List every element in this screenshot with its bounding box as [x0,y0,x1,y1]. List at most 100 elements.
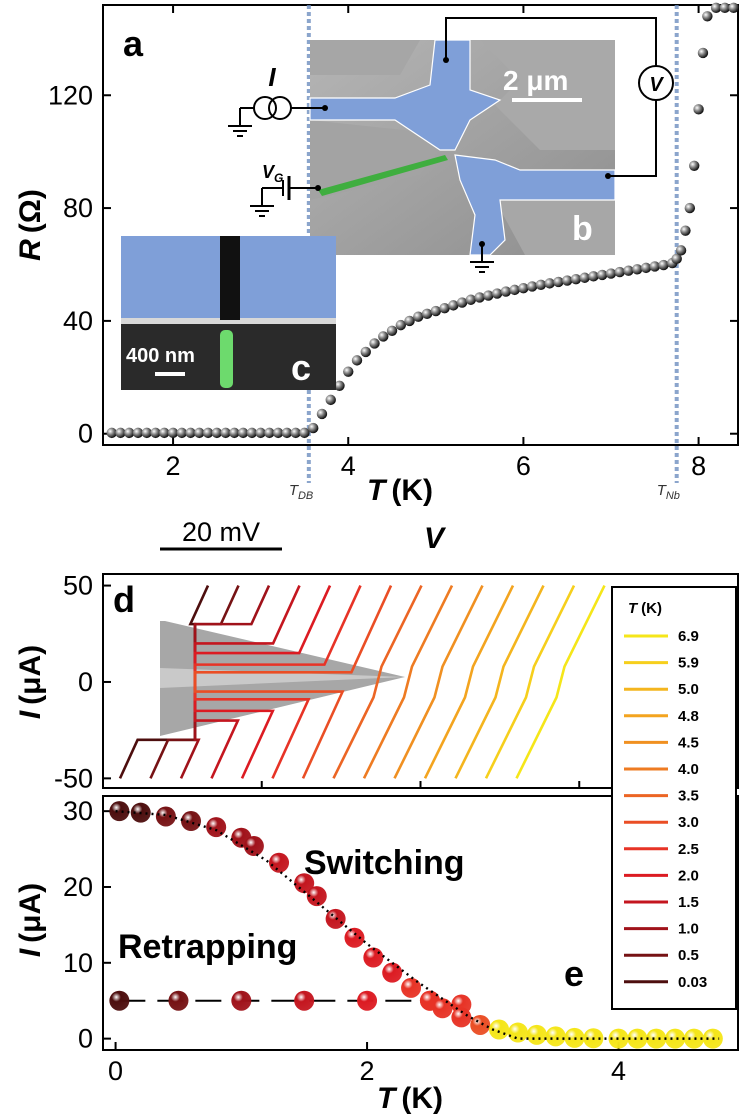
legend-items: 6.9 5.9 5.0 4.8 4.5 4.0 3.5 3.0 2.5 2.0 1.5 1.0 0.5 0… [624,628,707,991]
voltmeter-icon [638,65,674,101]
resistance-data-point [518,282,529,294]
switching-data-point [181,811,202,832]
resistance-data-point [439,303,450,314]
resistance-data-point [562,275,573,286]
resistance-data-point [658,259,669,271]
legend-entry-label: 3.0 [678,814,699,831]
panel-a-x-tick-label: 8 [691,451,706,481]
resistance-data-point [325,394,336,406]
switching-data-point [526,1024,547,1045]
panel-e-ticks: 0 2 4 0 10 20 30 [63,796,626,1086]
resistance-data-point [421,308,433,320]
resistance-data-point [386,325,398,336]
inset-b-label: b [572,210,593,248]
resistance-data-point [343,366,354,377]
inset-c-label: c [291,347,311,388]
panel-e-y-tick-label: 0 [78,1024,93,1054]
resistance-data-point [588,271,599,282]
panel-d-y-tick-label: 0 [78,667,93,697]
resistance-data-point [255,427,266,439]
resistance-data-point [500,286,512,297]
resistance-data-point [281,427,293,439]
resistance-data-point [689,160,700,171]
switching-data-point [470,1014,491,1035]
iv-curve [423,584,515,779]
resistance-data-point [404,315,415,327]
switching-data-point [665,1028,686,1049]
panel-a-y-tick-label: 0 [78,419,93,449]
legend-entry-label: 0.03 [678,974,707,991]
resistance-data-point [544,278,555,289]
panel-d-y-axis-label: I(μA) [14,645,47,719]
legend-box [611,586,737,1010]
legend-entry-label: 1.5 [678,894,699,911]
switching-data-point [363,947,384,968]
resistance-data-point [474,292,485,303]
panel-d-x-axis-label: V [424,522,447,555]
retrapping-data-point [357,990,378,1011]
resistance-data-point [632,264,643,275]
retrapping-annotation: Retrapping [118,928,297,966]
resistance-data-point [553,276,564,288]
legend-entry-label: 6.9 [678,628,699,645]
legend-title: T (K) [628,600,662,617]
switching-data-point [109,801,130,822]
sem-gap [220,236,240,320]
sem-pad [480,40,615,150]
switching-fit-line [115,809,720,1040]
switching-data-point [683,1028,704,1049]
resistance-data-point [351,355,363,366]
legend-entry-label: 5.9 [678,655,699,672]
resistance-data-point [684,202,696,214]
panel-d-ticks: -50 0 50 [54,571,581,793]
inset-b-scalebar-label: 2 μm [503,65,568,96]
current-source-label: I [268,62,276,92]
switching-data-point [608,1028,629,1049]
resistance-data-point [719,2,731,14]
resistance-data-point [360,346,371,358]
panel-e-y-axis-label: I(μA) [14,883,47,957]
resistance-data-point [395,319,406,331]
panel-e-x-tick-label: 4 [611,1056,626,1086]
panel-e-x-tick-label: 0 [108,1056,123,1086]
panel-a-y-tick-label: 120 [48,80,93,110]
legend-entry-label: 4.8 [678,708,699,725]
resistance-data-point [246,427,258,439]
resistance-data-point [202,427,214,439]
legend-entry-label: 0.5 [678,947,699,964]
legend-entry-label: 1.0 [678,921,699,938]
resistance-data-point [671,253,682,265]
panel-e-label: e [564,953,584,994]
circuit-node [315,185,321,191]
resistance-data-point [124,427,135,439]
legend-entry-label: 3.5 [678,788,699,805]
inset-b-sem-device: 2 μm b V I [228,17,674,273]
resistance-data-point [456,297,468,308]
resistance-data-point [526,281,538,292]
resistance-data-point [702,11,713,22]
resistance-data-point [220,427,231,439]
circuit-wire [445,17,657,66]
iv-curve [454,584,545,779]
legend-entry-label: 4.0 [678,761,699,778]
inset-c-scalebar-label: 400 nm [126,345,195,367]
legend-entry-label: 2.5 [678,841,699,858]
sem-pad [495,200,615,255]
switching-data-point [344,927,365,948]
resistance-data-point [334,380,345,391]
retrapping-data-point [294,990,315,1011]
panel-a-x-tick-label: 2 [166,451,181,481]
switching-data-point [206,817,227,838]
resistance-data-point [509,284,520,296]
panel-d-y-tick-label: 50 [63,571,93,601]
resistance-data-point [141,427,152,439]
panel-d-iv-curves [118,584,606,779]
switching-data-point [545,1026,566,1047]
resistance-data-point [579,272,590,283]
resistance-data-point [570,273,582,285]
iv-curve [484,584,576,779]
resistance-data-point [697,47,709,59]
circuit-node [443,57,449,63]
